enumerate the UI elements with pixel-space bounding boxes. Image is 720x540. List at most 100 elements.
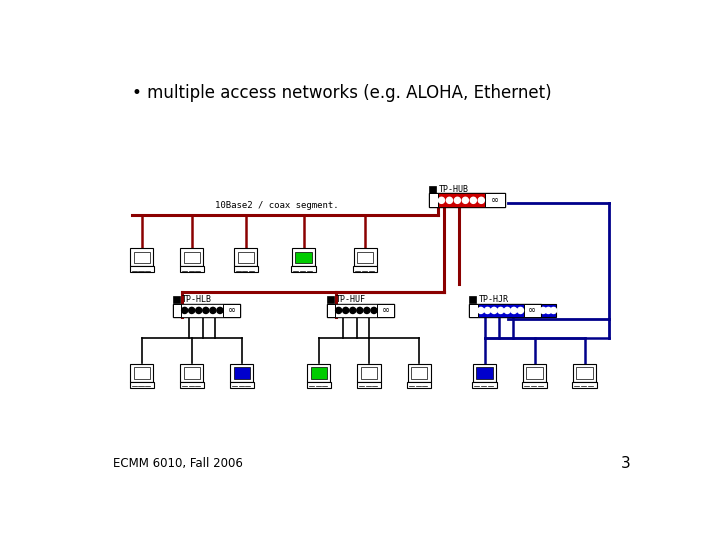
Bar (180, 266, 204, 272)
Bar (234, 248, 257, 266)
Bar (311, 367, 327, 379)
Circle shape (478, 197, 485, 204)
Bar (327, 303, 395, 318)
Bar (577, 367, 593, 379)
Bar (184, 367, 200, 379)
Bar (295, 252, 312, 263)
Circle shape (181, 307, 188, 314)
Bar (541, 303, 556, 318)
Bar (469, 303, 477, 318)
Bar (181, 303, 223, 318)
Circle shape (217, 307, 223, 314)
Text: • multiple access networks (e.g. ALOHA, Ethernet): • multiple access networks (e.g. ALOHA, … (132, 84, 552, 102)
Bar (526, 367, 543, 379)
Circle shape (551, 307, 557, 314)
Text: ECMM 6010, Fall 2006: ECMM 6010, Fall 2006 (113, 457, 243, 470)
Circle shape (203, 307, 209, 314)
Text: TP-HUF: TP-HUF (336, 295, 366, 304)
Bar (233, 266, 258, 272)
Circle shape (498, 307, 504, 314)
Bar (181, 248, 204, 266)
Bar (181, 364, 204, 382)
Circle shape (540, 307, 546, 314)
Bar (230, 382, 254, 388)
Bar (429, 186, 436, 193)
Circle shape (504, 307, 510, 314)
Bar (469, 303, 541, 318)
Text: TP-HUB: TP-HUB (438, 185, 468, 194)
Bar (130, 248, 153, 266)
Text: ∞: ∞ (228, 306, 236, 315)
Bar (173, 303, 240, 318)
Bar (473, 364, 496, 382)
Bar (429, 193, 505, 207)
Bar (327, 296, 333, 303)
Bar (335, 303, 377, 318)
Circle shape (210, 307, 216, 314)
Bar (438, 193, 485, 207)
Bar (230, 364, 253, 382)
Bar (485, 193, 505, 207)
Circle shape (462, 197, 469, 204)
Circle shape (518, 307, 523, 314)
Circle shape (343, 307, 348, 314)
Circle shape (350, 307, 356, 314)
Circle shape (454, 197, 461, 204)
Bar (523, 364, 546, 382)
Text: 10Base2 / coax segment.: 10Base2 / coax segment. (215, 200, 338, 210)
Bar (130, 266, 154, 272)
Bar (357, 382, 381, 388)
Bar (184, 252, 200, 263)
Bar (307, 364, 330, 382)
Circle shape (438, 197, 444, 204)
Circle shape (485, 307, 490, 314)
Bar (572, 382, 597, 388)
Bar (354, 248, 377, 266)
Text: ∞: ∞ (382, 306, 390, 315)
Text: TP-HLB: TP-HLB (182, 295, 212, 304)
Bar (238, 252, 254, 263)
Bar (353, 266, 377, 272)
Text: ∞: ∞ (528, 306, 536, 315)
Circle shape (478, 307, 484, 314)
Bar (429, 193, 438, 207)
Circle shape (336, 307, 342, 314)
Circle shape (545, 307, 552, 314)
Text: ∞: ∞ (491, 195, 500, 205)
Circle shape (357, 307, 363, 314)
Text: 3: 3 (621, 456, 631, 471)
Bar (477, 303, 523, 318)
Bar (469, 296, 476, 303)
Bar (472, 382, 497, 388)
Bar (411, 367, 427, 379)
Bar (130, 364, 153, 382)
Bar (130, 382, 154, 388)
Bar (377, 303, 395, 318)
Circle shape (364, 307, 370, 314)
Bar (358, 364, 380, 382)
Bar (408, 364, 431, 382)
Bar (327, 303, 335, 318)
Circle shape (189, 307, 194, 314)
Circle shape (371, 307, 377, 314)
Bar (307, 382, 331, 388)
Bar (223, 303, 240, 318)
Circle shape (470, 197, 477, 204)
Bar (180, 382, 204, 388)
Bar (573, 364, 596, 382)
Bar (234, 367, 250, 379)
Circle shape (510, 307, 517, 314)
Bar (134, 252, 150, 263)
Bar (292, 248, 315, 266)
Circle shape (491, 307, 497, 314)
Bar (134, 367, 150, 379)
Bar (292, 266, 316, 272)
Bar (523, 303, 541, 318)
Bar (522, 382, 546, 388)
Circle shape (446, 197, 452, 204)
Bar (173, 303, 181, 318)
Bar (357, 252, 373, 263)
Circle shape (196, 307, 202, 314)
Text: TP-HJR: TP-HJR (478, 295, 508, 304)
Bar (477, 367, 492, 379)
